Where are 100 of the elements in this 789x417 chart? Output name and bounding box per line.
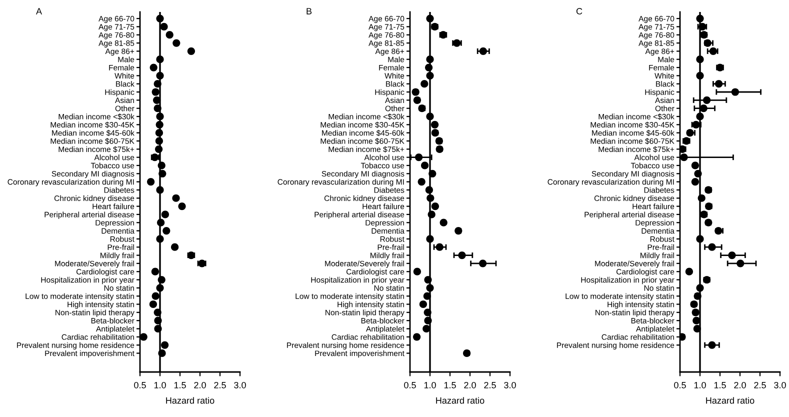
point <box>731 88 740 96</box>
x-axis-title: Hazard ratio <box>436 397 484 404</box>
point <box>428 170 436 178</box>
point <box>736 260 744 268</box>
point <box>170 243 179 251</box>
x-tick-label: 2.5 <box>484 382 496 388</box>
point <box>156 72 164 80</box>
point <box>420 80 428 88</box>
x-tick-label: 2.0 <box>734 382 746 388</box>
point <box>708 341 716 349</box>
point <box>426 56 434 64</box>
point <box>150 64 158 72</box>
point <box>156 112 164 120</box>
point <box>696 56 704 64</box>
x-tick-label: 0.5 <box>404 382 416 388</box>
point <box>478 260 487 268</box>
point <box>166 31 174 39</box>
point <box>418 178 426 186</box>
point <box>680 333 686 341</box>
point <box>426 14 434 22</box>
x-tick-label: 1.0 <box>154 382 166 388</box>
point <box>424 64 433 72</box>
point <box>728 251 736 260</box>
point <box>436 243 444 251</box>
point <box>426 72 434 80</box>
point <box>696 284 704 292</box>
x-axis-title: Hazard ratio <box>166 397 214 404</box>
point <box>423 292 432 300</box>
point <box>156 284 164 292</box>
point <box>178 202 186 210</box>
point <box>152 88 160 96</box>
point <box>702 96 711 104</box>
point <box>156 14 164 22</box>
point <box>425 186 434 194</box>
point <box>158 276 166 284</box>
x-tick-label: 2.0 <box>194 382 206 388</box>
point <box>426 284 434 292</box>
x-tick-label: 3.0 <box>504 382 516 388</box>
x-tick-label: 2.0 <box>464 382 476 388</box>
point <box>160 341 169 349</box>
point <box>424 308 432 316</box>
point <box>155 137 164 145</box>
x-tick-label: 3.0 <box>774 382 786 388</box>
point <box>146 178 155 186</box>
point <box>454 226 462 235</box>
x-axis-title: Hazard ratio <box>706 397 754 404</box>
text: C <box>576 8 582 14</box>
point <box>420 162 429 170</box>
point <box>431 202 440 210</box>
point <box>709 47 718 55</box>
x-tick-label: 1.5 <box>174 382 186 388</box>
point <box>422 324 430 333</box>
point <box>160 22 168 30</box>
x-tick-label: 1.5 <box>444 382 456 388</box>
point <box>428 210 436 218</box>
point <box>154 80 162 88</box>
point <box>680 145 686 153</box>
point <box>458 251 466 260</box>
point <box>158 170 166 178</box>
point <box>156 235 164 243</box>
x-tick-label: 0.5 <box>674 382 686 388</box>
point <box>426 112 434 120</box>
point <box>700 104 708 112</box>
point <box>424 316 432 324</box>
point <box>158 162 166 170</box>
point <box>158 349 166 358</box>
x-tick-label: 1.5 <box>714 382 726 388</box>
x-tick-label: 1.0 <box>694 382 706 388</box>
point <box>424 276 432 284</box>
point <box>691 162 700 170</box>
point <box>140 333 148 341</box>
point <box>187 47 196 55</box>
point <box>685 268 694 276</box>
text: B <box>306 8 312 14</box>
point <box>714 80 723 88</box>
point <box>172 39 180 47</box>
x-tick-label: 0.5 <box>134 382 146 388</box>
point <box>414 154 423 162</box>
point <box>154 316 162 324</box>
point <box>152 292 160 300</box>
point <box>151 268 160 276</box>
point <box>412 333 421 341</box>
point <box>172 194 180 202</box>
point <box>696 14 704 22</box>
text: A <box>36 8 42 14</box>
x-tick-label: 2.5 <box>214 382 226 388</box>
point <box>479 47 488 55</box>
point <box>161 210 170 218</box>
point <box>694 170 702 178</box>
point <box>419 300 428 308</box>
point <box>162 226 170 235</box>
point <box>698 194 706 202</box>
point <box>426 235 434 243</box>
x-tick-label: 2.5 <box>754 382 766 388</box>
point <box>154 145 163 153</box>
point <box>156 218 165 226</box>
point <box>155 129 164 137</box>
x-tick-label: 1.0 <box>424 382 436 388</box>
point <box>413 268 422 276</box>
point <box>440 218 448 226</box>
